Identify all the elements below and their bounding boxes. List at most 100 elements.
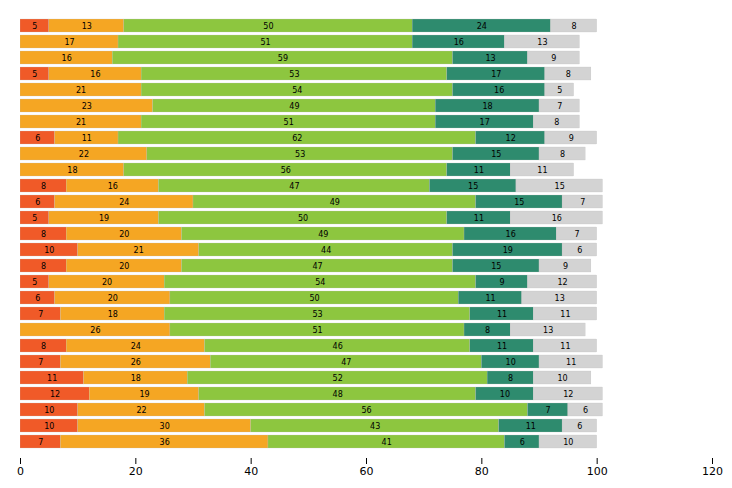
svg-text:24: 24 [477, 22, 487, 31]
svg-text:8: 8 [41, 342, 46, 351]
svg-text:24: 24 [119, 198, 129, 207]
svg-text:13: 13 [537, 38, 547, 47]
svg-text:6: 6 [577, 422, 582, 431]
svg-text:36: 36 [160, 438, 170, 447]
svg-text:7: 7 [574, 230, 579, 239]
svg-text:20: 20 [119, 262, 129, 271]
svg-text:11: 11 [560, 342, 570, 351]
svg-text:51: 51 [284, 118, 294, 127]
svg-text:47: 47 [289, 182, 299, 191]
svg-text:5: 5 [32, 22, 37, 31]
svg-text:22: 22 [137, 406, 147, 415]
svg-text:22: 22 [79, 150, 89, 159]
svg-text:26: 26 [131, 358, 141, 367]
svg-text:100: 100 [587, 465, 608, 478]
svg-text:13: 13 [555, 294, 565, 303]
svg-text:24: 24 [131, 342, 141, 351]
svg-text:40: 40 [244, 465, 258, 478]
svg-text:6: 6 [577, 246, 582, 255]
svg-text:8: 8 [560, 150, 565, 159]
svg-text:53: 53 [295, 150, 305, 159]
svg-text:19: 19 [139, 390, 149, 399]
svg-text:8: 8 [508, 374, 513, 383]
svg-text:7: 7 [38, 358, 43, 367]
svg-text:15: 15 [491, 150, 501, 159]
svg-text:7: 7 [546, 406, 551, 415]
svg-text:51: 51 [260, 38, 270, 47]
svg-text:54: 54 [315, 278, 325, 287]
svg-text:15: 15 [555, 182, 565, 191]
svg-text:13: 13 [82, 22, 92, 31]
svg-text:47: 47 [341, 358, 351, 367]
svg-text:8: 8 [41, 262, 46, 271]
svg-text:56: 56 [281, 166, 291, 175]
svg-text:16: 16 [506, 230, 516, 239]
svg-text:10: 10 [506, 358, 516, 367]
svg-text:7: 7 [38, 310, 43, 319]
svg-text:18: 18 [131, 374, 141, 383]
svg-text:56: 56 [361, 406, 371, 415]
svg-text:11: 11 [537, 166, 547, 175]
svg-text:17: 17 [491, 70, 501, 79]
svg-text:6: 6 [35, 134, 40, 143]
svg-text:50: 50 [310, 294, 320, 303]
svg-text:16: 16 [62, 54, 72, 63]
svg-text:21: 21 [134, 246, 144, 255]
svg-text:9: 9 [499, 278, 504, 287]
svg-text:23: 23 [82, 102, 92, 111]
svg-text:52: 52 [333, 374, 343, 383]
svg-text:16: 16 [494, 86, 504, 95]
svg-text:8: 8 [41, 230, 46, 239]
svg-text:10: 10 [44, 246, 54, 255]
svg-text:13: 13 [485, 54, 495, 63]
svg-text:16: 16 [108, 182, 118, 191]
svg-text:16: 16 [454, 38, 464, 47]
svg-text:18: 18 [67, 166, 77, 175]
svg-text:9: 9 [569, 134, 574, 143]
svg-text:12: 12 [563, 390, 573, 399]
svg-text:53: 53 [312, 310, 322, 319]
svg-text:6: 6 [35, 294, 40, 303]
svg-text:20: 20 [102, 278, 112, 287]
svg-text:0: 0 [17, 465, 24, 478]
svg-text:51: 51 [312, 326, 322, 335]
svg-text:11: 11 [82, 134, 92, 143]
svg-text:11: 11 [497, 342, 507, 351]
svg-text:26: 26 [90, 326, 100, 335]
svg-text:49: 49 [289, 102, 299, 111]
svg-text:20: 20 [108, 294, 118, 303]
svg-text:16: 16 [552, 214, 562, 223]
svg-text:8: 8 [485, 326, 490, 335]
svg-text:10: 10 [500, 390, 510, 399]
svg-text:11: 11 [560, 310, 570, 319]
svg-text:16: 16 [90, 70, 100, 79]
svg-text:8: 8 [554, 118, 559, 127]
svg-text:47: 47 [312, 262, 322, 271]
svg-text:6: 6 [35, 198, 40, 207]
svg-text:7: 7 [557, 102, 562, 111]
svg-text:5: 5 [32, 214, 37, 223]
svg-text:6: 6 [583, 406, 588, 415]
svg-text:9: 9 [551, 54, 556, 63]
svg-text:19: 19 [503, 246, 513, 255]
svg-text:11: 11 [474, 166, 484, 175]
svg-text:8: 8 [41, 182, 46, 191]
svg-text:41: 41 [382, 438, 392, 447]
svg-text:9: 9 [563, 262, 568, 271]
svg-text:18: 18 [108, 310, 118, 319]
svg-text:49: 49 [330, 198, 340, 207]
svg-text:11: 11 [47, 374, 57, 383]
svg-text:50: 50 [263, 22, 273, 31]
svg-text:50: 50 [298, 214, 308, 223]
svg-text:11: 11 [526, 422, 536, 431]
svg-text:53: 53 [289, 70, 299, 79]
svg-text:15: 15 [514, 198, 524, 207]
svg-text:12: 12 [506, 134, 516, 143]
svg-text:60: 60 [360, 465, 374, 478]
svg-text:10: 10 [44, 406, 54, 415]
svg-text:17: 17 [480, 118, 490, 127]
svg-text:44: 44 [321, 246, 331, 255]
svg-text:21: 21 [76, 86, 86, 95]
svg-text:59: 59 [278, 54, 288, 63]
svg-text:17: 17 [64, 38, 74, 47]
